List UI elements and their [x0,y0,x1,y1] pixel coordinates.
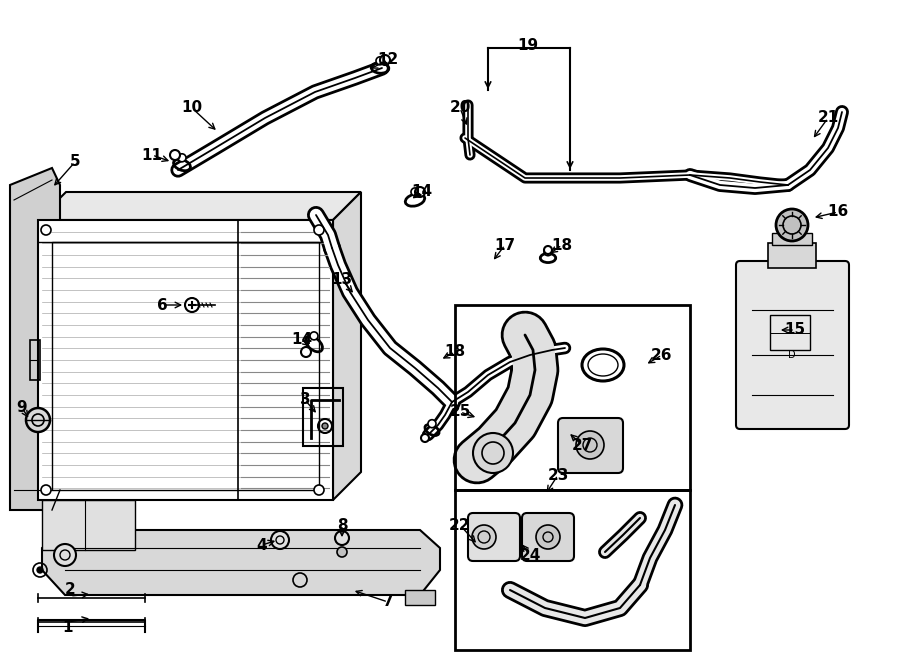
Polygon shape [38,192,361,220]
Polygon shape [42,500,135,550]
Circle shape [54,544,76,566]
Circle shape [421,434,429,442]
Text: 6: 6 [157,297,167,313]
Circle shape [37,567,43,573]
FancyBboxPatch shape [736,261,849,429]
Text: 9: 9 [17,401,27,416]
Circle shape [301,347,311,357]
Text: 27: 27 [572,438,593,453]
Circle shape [335,531,349,545]
Circle shape [337,547,347,557]
Text: 19: 19 [518,38,538,52]
Text: 25: 25 [449,405,471,420]
Circle shape [411,188,419,196]
Text: 20: 20 [449,100,471,116]
Bar [38,220,333,500]
Text: 8: 8 [337,518,347,533]
Text: 10: 10 [182,100,202,116]
Bar [455,305,690,490]
Circle shape [376,57,384,65]
Circle shape [185,298,199,312]
Text: 21: 21 [817,110,839,126]
Circle shape [26,408,50,432]
Text: 7: 7 [382,594,393,609]
Polygon shape [10,168,60,510]
Bar [770,315,810,350]
Circle shape [322,423,328,429]
Text: 14: 14 [292,332,312,348]
Text: 26: 26 [652,348,673,362]
Bar [52,242,319,490]
FancyBboxPatch shape [522,513,574,561]
Bar [30,340,40,380]
Circle shape [380,55,390,65]
Polygon shape [333,192,361,500]
Text: 4: 4 [256,537,267,553]
Bar [772,233,812,245]
Circle shape [271,531,289,549]
Text: 5: 5 [69,155,80,169]
Text: 23: 23 [547,467,569,483]
Polygon shape [42,530,440,595]
FancyBboxPatch shape [468,513,520,561]
Text: 3: 3 [300,393,310,407]
Circle shape [314,225,324,235]
Text: 24: 24 [519,547,541,563]
Text: 11: 11 [141,147,163,163]
Circle shape [473,433,513,473]
Circle shape [776,209,808,241]
FancyBboxPatch shape [558,418,623,473]
Circle shape [415,187,425,197]
Circle shape [472,525,496,549]
Circle shape [544,248,552,256]
Text: 18: 18 [552,237,572,253]
Text: 22: 22 [449,518,471,533]
Text: 12: 12 [377,52,399,67]
Bar [455,490,690,650]
Text: 13: 13 [331,272,353,288]
Bar [768,243,816,268]
Text: 14: 14 [411,184,433,200]
Circle shape [178,154,186,162]
Text: 16: 16 [827,204,849,219]
Circle shape [170,150,180,160]
Text: 1: 1 [63,619,73,635]
Circle shape [41,225,51,235]
Text: 17: 17 [494,237,516,253]
Bar [405,590,435,605]
Text: D: D [788,350,796,360]
Text: 2: 2 [65,582,76,598]
Text: 15: 15 [785,323,806,338]
Circle shape [310,332,318,340]
Circle shape [544,246,552,254]
Circle shape [536,525,560,549]
Circle shape [428,420,436,428]
Bar [303,388,343,446]
Circle shape [41,485,51,495]
Circle shape [576,431,604,459]
Text: 18: 18 [445,344,465,360]
Circle shape [314,485,324,495]
